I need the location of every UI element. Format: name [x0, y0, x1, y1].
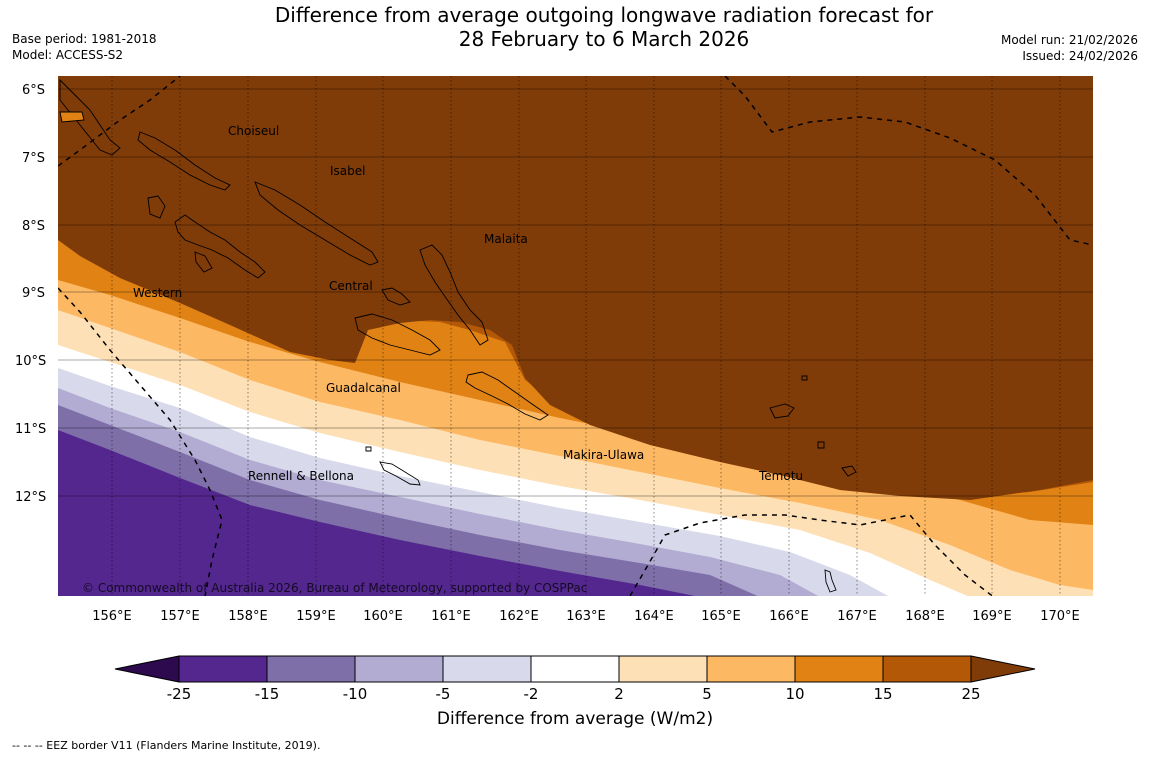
island-choiseul [137, 131, 231, 191]
island-outlines [59, 78, 857, 593]
lon-tick: 158°E [228, 609, 268, 624]
colorbar-extend-low [114, 655, 180, 683]
colorbar-label: Difference from average (W/m2) [436, 709, 714, 729]
lat-tick-labels: 6°S 7°S 8°S 9°S 10°S 11°S 12°S [15, 83, 46, 505]
colorbar-tick: -15 [255, 685, 280, 703]
label-guadalcanal: Guadalcanal [326, 381, 401, 395]
map-area[interactable]: Choiseul Isabel Malaita Central Western … [58, 76, 1093, 598]
label-makira-ulawa: Makira-Ulawa [563, 448, 644, 462]
lon-tick: 163°E [566, 609, 606, 624]
meta-right: Model run: 21/02/2026 Issued: 24/02/2026 [1001, 32, 1138, 64]
label-malaita: Malaita [484, 232, 528, 246]
lon-tick: 156°E [92, 609, 132, 624]
title-line2: 28 February to 6 March 2026 [458, 27, 750, 51]
graticule [111, 76, 1061, 596]
colorbar-tick: -25 [167, 685, 192, 703]
island-guadalcanal [354, 313, 441, 356]
lon-tick: 162°E [499, 609, 539, 624]
model-run: Model run: 21/02/2026 [1000, 33, 1138, 47]
colorbar-tick: -10 [343, 685, 368, 703]
lon-tick: 165°E [701, 609, 741, 624]
colorbar-tick: 2 [614, 685, 624, 703]
colorbar-ticks: -25 -15 -10 -5 -2 2 5 10 15 25 [167, 685, 981, 703]
label-rennell-bellona: Rennell & Bellona [248, 469, 354, 483]
lon-tick: 157°E [160, 609, 200, 624]
colorbar-tick: 25 [961, 685, 980, 703]
band-above-pos25 [58, 76, 1093, 500]
lon-tick: 170°E [1040, 609, 1080, 624]
island-rennell [379, 461, 421, 486]
lon-tick: 159°E [296, 609, 336, 624]
colorbar-extend-high [970, 655, 1036, 683]
label-isabel: Isabel [330, 164, 365, 178]
colorbar-swatch [706, 655, 796, 683]
island-makira [465, 371, 549, 421]
colorbar-swatch [530, 655, 620, 683]
island-florida [381, 287, 411, 306]
copyright-text: © Commonwealth of Australia 2026, Bureau… [82, 581, 587, 595]
island-anuta [824, 569, 837, 593]
colorbar-tick: 10 [785, 685, 804, 703]
label-temotu: Temotu [758, 469, 803, 483]
lat-tick: 11°S [15, 422, 46, 437]
island-new-georgia [174, 214, 266, 279]
island-isabel [254, 181, 379, 266]
eez-south-east [629, 514, 994, 596]
latitude-lines [58, 88, 1093, 497]
label-central: Central [329, 279, 373, 293]
island-malaita [419, 244, 489, 346]
island-bougainville [59, 78, 121, 156]
lon-tick: 161°E [431, 609, 471, 624]
colorbar-tick: -2 [524, 685, 539, 703]
lon-tick: 169°E [972, 609, 1012, 624]
lon-tick: 167°E [837, 609, 877, 624]
colorbar [114, 655, 1036, 683]
place-labels: Choiseul Isabel Malaita Central Western … [133, 124, 803, 483]
base-period: Base period: 1981-2018 [12, 32, 157, 46]
lon-tick: 168°E [905, 609, 945, 624]
lon-tick: 160°E [363, 609, 403, 624]
island-vanikoro [841, 465, 857, 477]
island-vella [147, 195, 166, 219]
island-santa-cruz [769, 403, 795, 419]
island-reef-islands [801, 375, 808, 381]
page-title: Difference from average outgoing longwav… [200, 3, 1008, 51]
label-choiseul: Choiseul [228, 124, 279, 138]
colorbar-tick: -5 [436, 685, 451, 703]
issued-date: Issued: 24/02/2026 [1022, 49, 1138, 63]
colorbar-swatch [882, 655, 972, 683]
lat-tick: 12°S [15, 490, 46, 505]
colorbar-tick: 5 [702, 685, 712, 703]
island-bellona [365, 446, 372, 452]
model-name: Model: ACCESS-S2 [12, 48, 124, 62]
meta-left: Base period: 1981-2018 Model: ACCESS-S2 [12, 31, 157, 63]
lat-tick: 9°S [22, 286, 45, 301]
colorbar-swatch [354, 655, 444, 683]
eez-legend-note: -- -- -- EEZ border V11 (Flanders Marine… [12, 739, 321, 752]
colorbar-swatch [794, 655, 884, 683]
island-nuguria [59, 111, 85, 123]
lat-tick: 8°S [22, 219, 45, 234]
island-rendova [194, 251, 213, 273]
lon-tick-labels: 156°E 157°E 158°E 159°E 160°E 161°E 162°… [92, 609, 1080, 624]
colorbar-swatch [618, 655, 708, 683]
lon-tick: 164°E [634, 609, 674, 624]
lat-tick: 7°S [22, 151, 45, 166]
eez-borders [58, 76, 1093, 596]
lat-tick: 10°S [15, 354, 46, 369]
colorbar-swatch [266, 655, 356, 683]
title-line1: Difference from average outgoing longwav… [274, 3, 934, 27]
island-tinakula [817, 441, 825, 449]
colorbar-swatch [442, 655, 532, 683]
colorbar-tick: 15 [873, 685, 892, 703]
label-western: Western [133, 286, 182, 300]
lon-tick: 166°E [769, 609, 809, 624]
lat-tick: 6°S [22, 83, 45, 98]
colorbar-swatch [178, 655, 268, 683]
